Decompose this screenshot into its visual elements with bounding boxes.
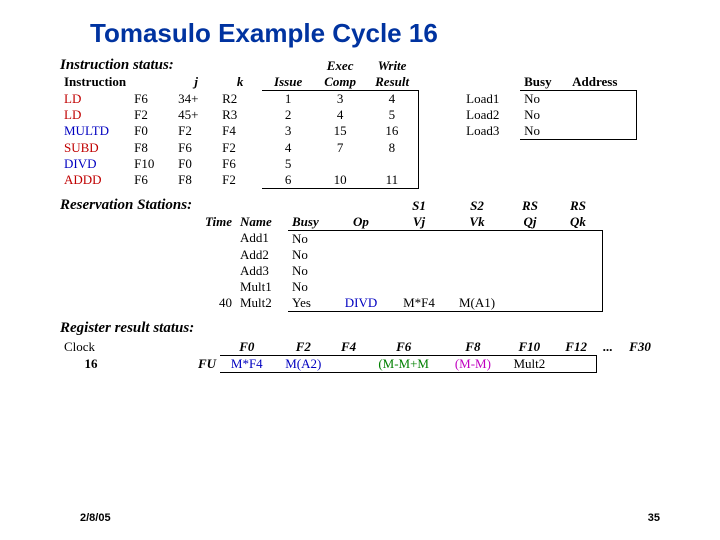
res-stations-table: S1 S2 RS RS Time Name Busy Op Vj Vk Qj Q… [60, 198, 603, 312]
instr-row: LDF245+R3245Load2No [60, 107, 636, 123]
reg-values-row: 16 FU M*F4M(A2)(M-M+M(M-M)Mult2 [60, 355, 660, 372]
rs-row: Add1No [60, 230, 602, 247]
instr-row: LDF634+R2134Load1No [60, 91, 636, 108]
fu-label: FU [122, 355, 220, 372]
rs-row: Add3No [60, 263, 602, 279]
instr-status-label: Instruction status: [60, 57, 174, 73]
instr-row: MULTDF0F2F431516Load3No [60, 123, 636, 140]
instr-row: ADDDF6F8F261011 [60, 172, 636, 189]
instr-row: DIVDF10F0F65 [60, 156, 636, 172]
slide-title: Tomasulo Example Cycle 16 [0, 0, 720, 57]
rs-row: Add2No [60, 247, 602, 263]
rs-row: 40Mult2YesDIVDM*F4M(A1) [60, 295, 602, 312]
clock-label: Clock [60, 339, 122, 356]
rs-row: Mult1No [60, 279, 602, 295]
instr-row: SUBDF8F6F2478 [60, 140, 636, 156]
footer-date: 2/8/05 [80, 512, 111, 524]
reg-status-label: Register result status: [60, 320, 194, 336]
reg-status-table: Clock F0F2F4F6F8F10F12...F30 16 FU M*F4M… [60, 339, 660, 373]
footer-page: 35 [648, 512, 660, 524]
instr-status-table: Exec Write Instruction j k Issue Comp Re… [60, 58, 637, 189]
slide-content: Instruction status: Exec Write Instructi… [0, 57, 720, 373]
clock-value: 16 [60, 355, 122, 372]
res-stations-label: Reservation Stations: [60, 197, 192, 213]
